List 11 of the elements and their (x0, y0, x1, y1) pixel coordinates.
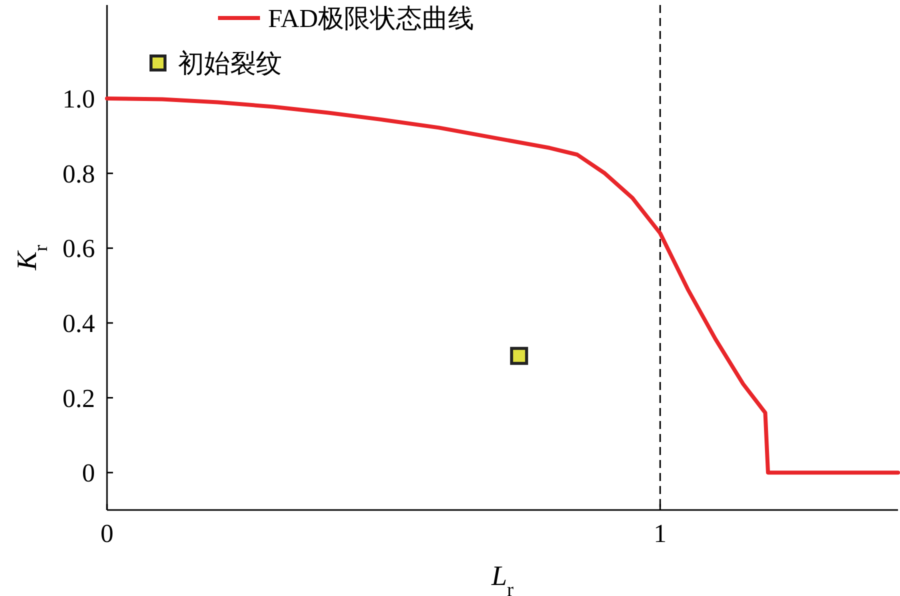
y-tick-label: 0.8 (62, 159, 95, 188)
x-tick-label: 1 (654, 519, 667, 548)
line-series (105, 96, 900, 475)
y-tick-label: 0 (82, 458, 95, 488)
y-tick-label: 0.2 (62, 384, 95, 413)
legend-label: FAD极限状态曲线 (268, 4, 474, 33)
x-axis-title: L$_{r}$ (490, 561, 514, 596)
y-tick-label: 0.4 (62, 308, 95, 338)
y-tick-label: 0.6 (62, 234, 95, 264)
y-tick-label: 1.0 (62, 84, 95, 114)
legend-label: 初始裂纹 (178, 49, 282, 78)
